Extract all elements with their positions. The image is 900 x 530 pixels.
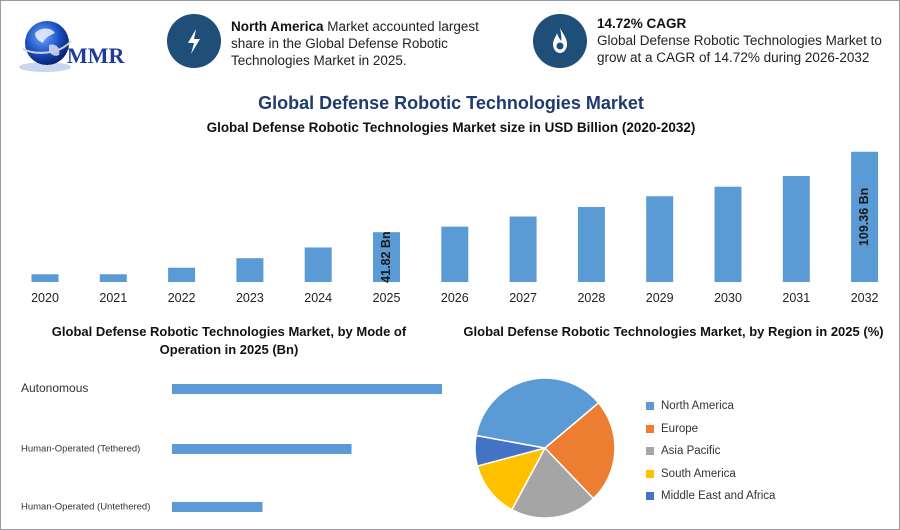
- main-subtitle: Global Defense Robotic Technologies Mark…: [206, 120, 696, 135]
- x-tick-label-2030: 2030: [714, 291, 742, 305]
- region-chart-title: Global Defense Robotic Technologies Mark…: [463, 324, 884, 339]
- mode-of-operation-bar-chart: Autonomous Human-Operated (Tethered) Human…: [21, 381, 442, 513]
- mmr-logo: MMR: [15, 15, 145, 77]
- mode-bar-human-operated-tethered: [172, 444, 352, 454]
- legend-label-middle-east-and-africa: Middle East and Africa: [661, 490, 776, 503]
- bar-2024: [304, 247, 332, 282]
- bar-2026: [441, 226, 469, 282]
- legend-swatch-north-america: [646, 402, 654, 411]
- legend-item-middle-east-and-africa: Middle East and Africa: [646, 485, 891, 508]
- main-title: Global Defense Robotic Technologies Mark…: [258, 93, 644, 113]
- info-text-region: Market accounted largest share in the Gl…: [231, 19, 479, 68]
- pie-slice-asia-pacific: [510, 446, 595, 519]
- info-box-region: North America Market accounted largest s…: [231, 18, 503, 69]
- x-tick-label-2032: 2032: [851, 291, 879, 305]
- legend-item-europe: Europe: [646, 418, 891, 441]
- bar-2029: [646, 196, 674, 282]
- info-text-cagr: Global Defense Robotic Technologies Mark…: [597, 33, 882, 65]
- x-tick-label-2027: 2027: [509, 291, 537, 305]
- x-tick-label-2029: 2029: [646, 291, 674, 305]
- logo-text: MMR: [67, 43, 126, 68]
- legend-label-south-america: South America: [661, 467, 736, 480]
- bar-2027: [509, 216, 537, 282]
- x-tick-label-2028: 2028: [577, 291, 605, 305]
- mode-chart-title: Global Defense Robotic Technologies Mark…: [51, 324, 407, 357]
- legend-swatch-south-america: [646, 469, 654, 478]
- mode-bar-human-operated-untethered: [172, 502, 263, 512]
- pie-slice-north-america: [475, 377, 600, 449]
- x-tick-label-2025: 2025: [373, 291, 401, 305]
- legend-swatch-asia-pacific: [646, 447, 654, 456]
- x-tick-label-2031: 2031: [782, 291, 810, 305]
- bar-2020: [31, 274, 59, 282]
- data-label-2025: 41.82 Bn: [379, 231, 393, 282]
- legend-swatch-europe: [646, 424, 654, 433]
- bar-2023: [236, 258, 264, 282]
- region-legend: North America Europe Asia Pacific South Ame…: [646, 395, 891, 508]
- legend-swatch-middle-east-and-africa: [646, 492, 654, 501]
- x-tick-label-2020: 2020: [31, 291, 59, 305]
- bar-2032: [851, 151, 879, 282]
- x-tick-label-2023: 2023: [236, 291, 264, 305]
- flame-drop-icon: [553, 28, 567, 53]
- legend-item-north-america: North America: [646, 395, 891, 418]
- mode-label-autonomous: Autonomous: [21, 381, 88, 395]
- legend-label-europe: Europe: [661, 422, 699, 435]
- mode-label-human-operated-tethered: Human-Operated (Tethered): [21, 444, 140, 455]
- legend-item-asia-pacific: Asia Pacific: [646, 440, 891, 463]
- market-size-bar-chart: 2020 2021 2022 2023 2024 2025 2026 2027 2028 2029…: [31, 151, 879, 305]
- info-icon-circle-1: [167, 14, 221, 68]
- bar-2030: [714, 186, 742, 282]
- x-tick-label-2026: 2026: [441, 291, 469, 305]
- x-tick-label-2022: 2022: [168, 291, 196, 305]
- bar-2031: [782, 176, 810, 282]
- pie-slice-south-america: [476, 446, 547, 511]
- mode-bar-autonomous: [172, 384, 442, 394]
- x-tick-label-2021: 2021: [99, 291, 127, 305]
- data-label-2032: 109.36 Bn: [857, 188, 871, 246]
- bar-2022: [168, 267, 196, 282]
- info-box-cagr: 14.72% CAGR Global Defense Robotic Techn…: [597, 15, 887, 66]
- legend-item-south-america: South America: [646, 463, 891, 486]
- mode-label-human-operated-untethered: Human-Operated (Untethered): [21, 502, 150, 513]
- pie-slice-europe: [543, 401, 616, 500]
- legend-label-asia-pacific: Asia Pacific: [661, 445, 721, 458]
- bar-2028: [577, 206, 605, 282]
- bar-2025: [373, 232, 400, 282]
- info-icon-circle-2: [533, 14, 587, 68]
- legend-label-north-america: North America: [661, 400, 734, 413]
- info-highlight-region: North America: [231, 19, 324, 34]
- bar-2021: [99, 274, 127, 282]
- globe-logo-icon: MMR: [19, 21, 126, 72]
- lightning-icon: [188, 29, 200, 54]
- x-tick-label-2024: 2024: [304, 291, 332, 305]
- region-pie-chart: [474, 377, 616, 519]
- info-highlight-cagr: 14.72% CAGR: [597, 16, 687, 31]
